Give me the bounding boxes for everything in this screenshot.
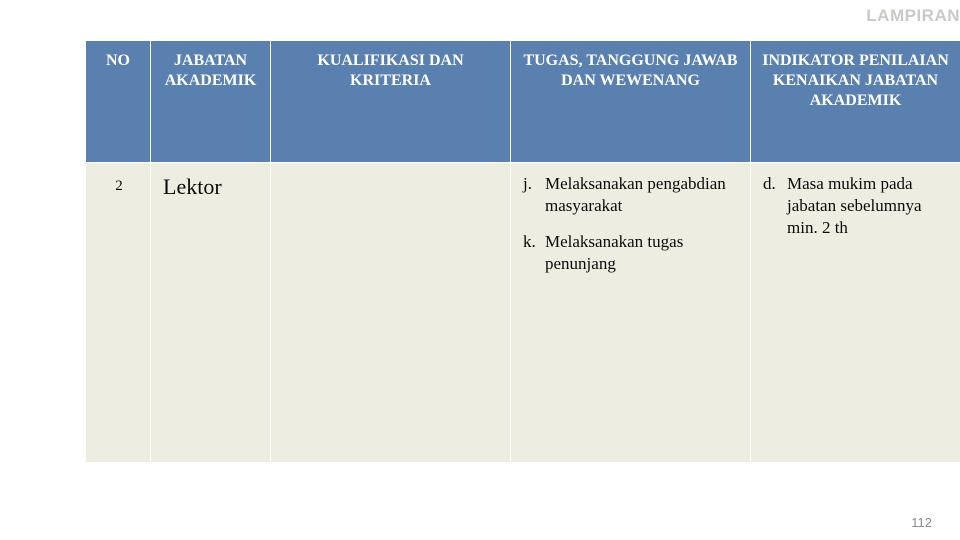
header-indikator: INDIKATOR PENILAIAN KENAIKAN JABATAN AKA… [751,41,960,163]
indikator-marker: d. [763,173,785,239]
header-no: NO [86,41,151,163]
indikator-item: d. Masa mukim pada jabatan sebelumnya mi… [763,173,950,239]
jabatan-table: NO JABATAN AKADEMIK KUALIFIKASI DAN KRIT… [85,40,960,463]
cell-tugas: j. Melaksanakan pengabdian masyarakat k.… [511,163,751,463]
tugas-item: j. Melaksanakan pengabdian masyarakat [523,173,740,217]
tugas-item: k. Melaksanakan tugas penunjang [523,231,740,275]
lampiran-label: LAMPIRAN [866,6,960,26]
tugas-text: Melaksanakan tugas penunjang [543,231,740,275]
table-container: NO JABATAN AKADEMIK KUALIFIKASI DAN KRIT… [85,40,960,463]
cell-no: 2 [86,163,151,463]
cell-jabatan: Lektor [151,163,271,463]
cell-indikator: d. Masa mukim pada jabatan sebelumnya mi… [751,163,960,463]
tugas-marker: j. [523,173,543,217]
table-header-row: NO JABATAN AKADEMIK KUALIFIKASI DAN KRIT… [86,41,960,163]
tugas-text: Melaksanakan pengabdian masyarakat [543,173,740,217]
cell-kualifikasi [271,163,511,463]
header-kualifikasi: KUALIFIKASI DAN KRITERIA [271,41,511,163]
page-number: 112 [911,515,932,530]
indikator-text: Masa mukim pada jabatan sebelumnya min. … [785,173,950,239]
header-jabatan: JABATAN AKADEMIK [151,41,271,163]
tugas-marker: k. [523,231,543,275]
table-row: 2 Lektor j. Melaksanakan pengabdian masy… [86,163,960,463]
header-tugas: TUGAS, TANGGUNG JAWAB DAN WEWENANG [511,41,751,163]
